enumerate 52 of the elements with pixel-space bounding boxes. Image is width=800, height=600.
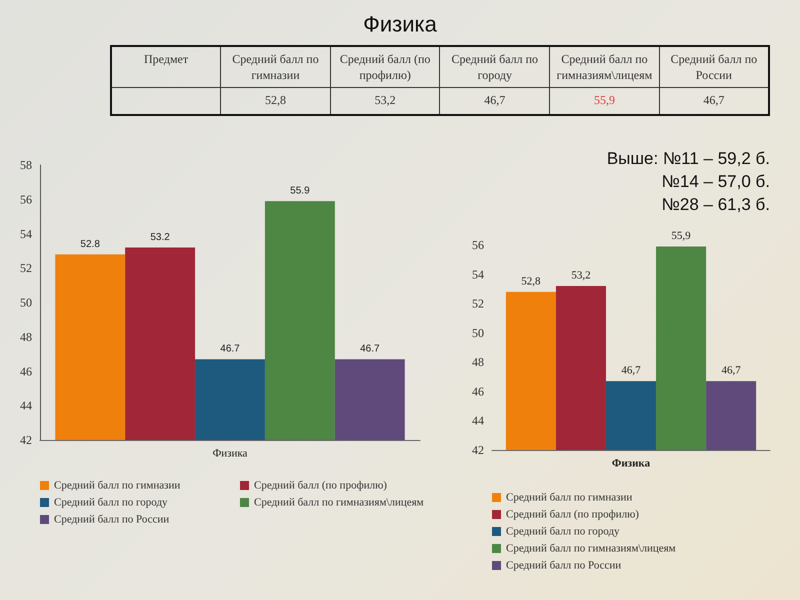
legend-label: Средний балл по гимназии [506, 492, 632, 504]
y-tick-label: 48 [472, 355, 484, 370]
legend-label: Средний балл по городу [54, 496, 168, 508]
y-tick-label: 50 [20, 296, 32, 310]
y-tick-label: 56 [20, 192, 32, 206]
legend-label: Средний балл по гимназии [54, 480, 180, 492]
legend-label: Средний балл по России [54, 514, 170, 526]
data-label: 46.7 [220, 344, 240, 355]
y-tick-label: 52 [20, 261, 32, 276]
text: №14 – 57,0 б. [662, 172, 770, 191]
y-tick-label: 56 [472, 238, 484, 252]
data-label: 52.8 [80, 238, 100, 250]
data-label: 52,8 [521, 275, 542, 288]
chart-title: Физика [363, 12, 438, 36]
y-tick-label: 42 [20, 433, 32, 447]
y-tick-label: 46 [20, 364, 32, 378]
data-label: 46,7 [721, 364, 742, 377]
category-label: Средний балл (по профилю) [330, 46, 440, 88]
category-label: Предмет [111, 46, 221, 88]
legend-label: Средний балл по России [506, 560, 622, 572]
category-label: Средний балл по городу [440, 46, 550, 88]
data-label: 55,9 [671, 230, 692, 242]
category-label: Средний балл по гимназии [220, 46, 330, 88]
category-label: Средний балл по России [659, 46, 769, 88]
data-label: 55.9 [290, 186, 310, 197]
legend-label: Средний балл по городу [506, 526, 620, 538]
text: Выше: №11 – 59,2 б. [606, 149, 770, 168]
data-label: 53,2 [571, 270, 591, 282]
y-tick-label: 54 [472, 267, 484, 282]
legend-label: Средний балл по гимназиям\лицеям [254, 496, 424, 508]
y-tick-label: 44 [472, 414, 484, 428]
y-tick-label: 44 [20, 398, 32, 413]
legend-label: Средний балл (по профилю) [254, 480, 388, 492]
data-label: 46,7 [621, 364, 642, 377]
y-tick-label: 50 [472, 326, 484, 340]
text: 52,8 [264, 93, 286, 107]
category-label: Средний балл по гимназиям\лицеям [550, 46, 660, 88]
legend-label: Средний балл по гимназиям\лицеям [506, 542, 676, 554]
text: 46,7 [703, 93, 724, 107]
data-label: 46.7 [360, 344, 380, 355]
text: 55,9 [594, 93, 615, 107]
y-tick-label: 46 [472, 384, 484, 398]
text: 53,2 [374, 93, 396, 107]
data-label: 53.2 [150, 232, 170, 243]
text: №28 – 61,3 б. [662, 195, 770, 214]
y-tick-label: 52 [472, 296, 484, 311]
legend-label: Средний балл (по профилю) [506, 508, 640, 520]
text: 46,7 [484, 93, 506, 107]
y-tick-label: 42 [472, 443, 484, 457]
y-tick-label: 48 [20, 330, 32, 344]
y-tick-label: 58 [20, 158, 32, 172]
y-tick-label: 54 [20, 226, 32, 241]
